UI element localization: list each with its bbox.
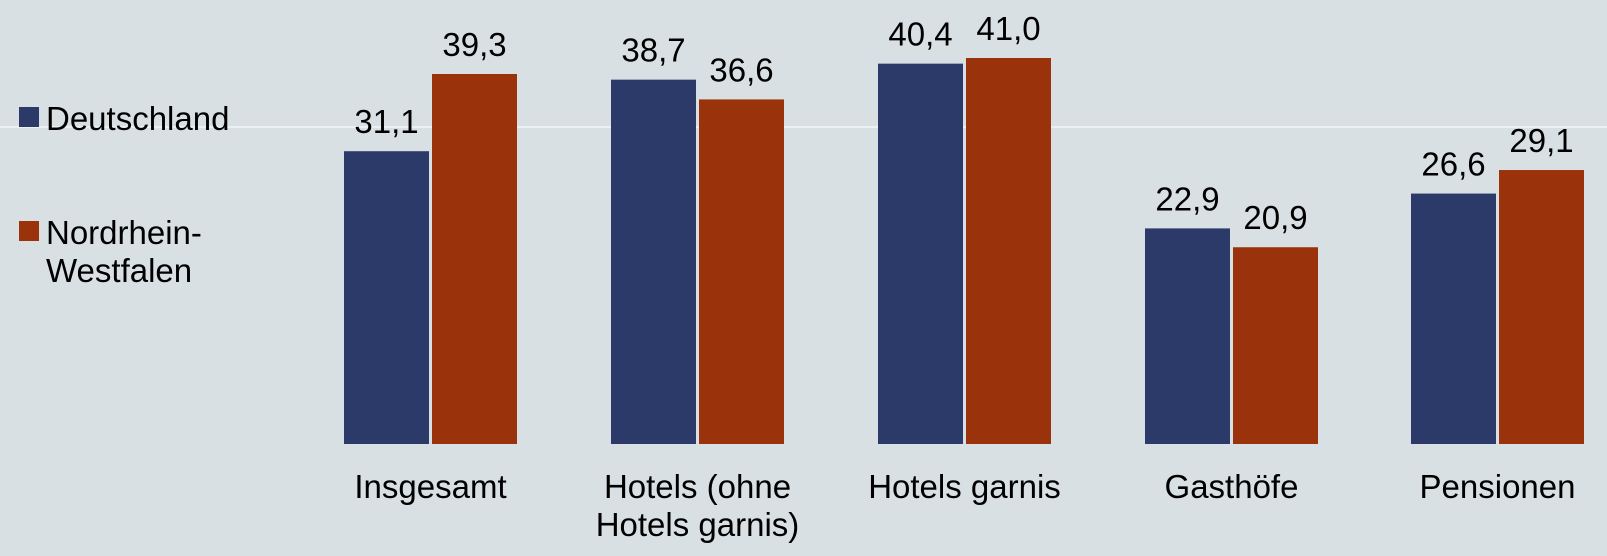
category-label: Hotels garnis	[868, 468, 1061, 505]
bar-deutschland-3	[1145, 228, 1230, 444]
legend: Deutschland Nordrhein-Westfalen	[19, 100, 229, 289]
data-label: 38,7	[621, 32, 685, 69]
category-label: Pensionen	[1420, 468, 1576, 505]
data-label: 41,0	[976, 10, 1040, 47]
data-label: 39,3	[442, 26, 506, 63]
data-label: 22,9	[1155, 180, 1219, 217]
data-label: 36,6	[709, 51, 773, 88]
legend-swatch	[19, 107, 39, 127]
bar-deutschland-2	[878, 63, 963, 445]
bar-nordrhein-westfalen-1	[699, 99, 784, 445]
bar-deutschland-1	[611, 79, 696, 444]
bar-nordrhein-westfalen-4	[1499, 170, 1584, 444]
data-label: 40,4	[888, 16, 952, 53]
legend-label: Nordrhein-Westfalen	[46, 214, 202, 289]
bars	[344, 58, 1584, 445]
category-label: Insgesamt	[354, 468, 506, 505]
legend-label: Deutschland	[46, 100, 229, 137]
data-label: 31,1	[354, 103, 418, 140]
category-label: Gasthöfe	[1165, 468, 1299, 505]
bar-nordrhein-westfalen-3	[1233, 247, 1318, 444]
bar-nordrhein-westfalen-2	[966, 58, 1051, 444]
data-labels: 31,1 39,3 38,7 36,6 40,4 41,0 22,9 20,9 26,6 29,1	[354, 10, 1573, 236]
data-label: 20,9	[1243, 199, 1307, 236]
category-label: Hotels (ohne Hotels garnis)	[596, 468, 800, 543]
data-label: 26,6	[1421, 146, 1485, 183]
legend-swatch	[19, 221, 39, 241]
bar-nordrhein-westfalen-0	[432, 74, 517, 444]
bar-deutschland-0	[344, 151, 429, 444]
bar-deutschland-4	[1411, 193, 1496, 444]
data-label: 29,1	[1509, 122, 1573, 159]
category-labels: Insgesamt Hotels (ohne Hotels garnis) Hotel…	[354, 468, 1575, 543]
